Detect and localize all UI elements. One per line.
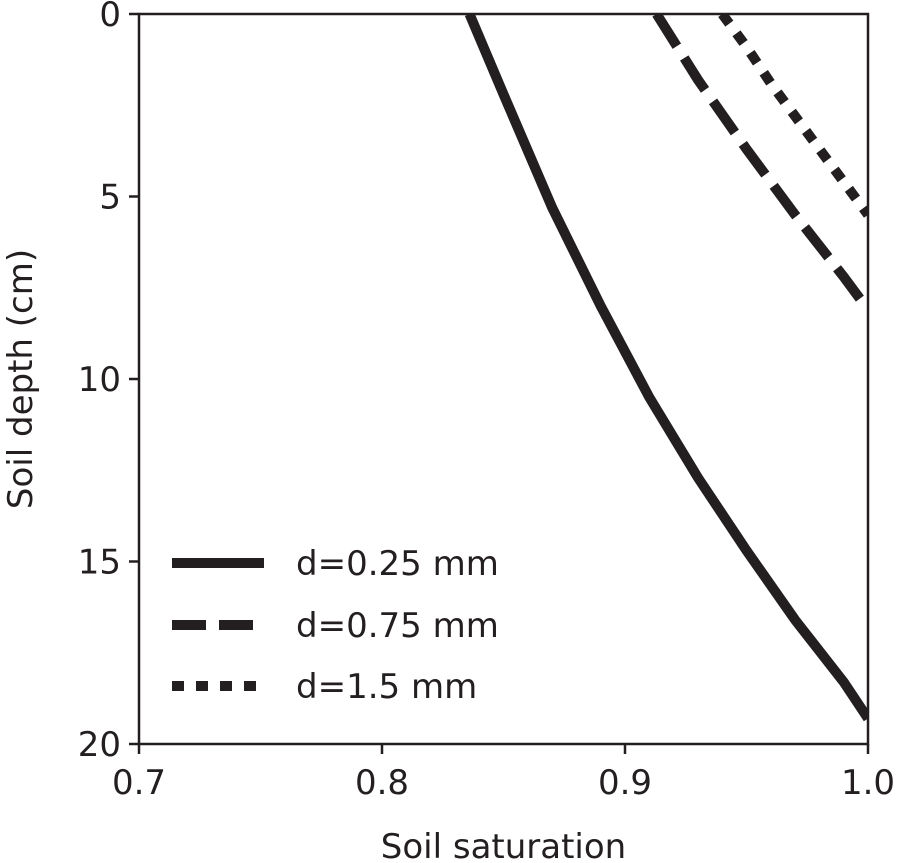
legend-label: d=0.75 mm [296, 606, 499, 646]
legend-label: d=1.5 mm [296, 667, 477, 707]
plot-frame [137, 12, 870, 746]
legend: d=0.25 mm d=0.75 mm d=1.5 mm [172, 544, 499, 707]
y-tick-label: 5 [99, 178, 121, 218]
legend-label: d=0.25 mm [296, 544, 499, 584]
y-axis-label: Soil depth (cm) [1, 249, 41, 509]
y-tick-label: 10 [78, 360, 121, 400]
x-axis-label: Soil saturation [381, 827, 626, 863]
y-tick-label: 20 [78, 725, 121, 765]
x-tick-label: 0.9 [598, 763, 652, 803]
y-tick-label: 15 [78, 543, 121, 583]
series-line-d-1-5-mm [718, 14, 868, 218]
series-line-d-0-25-mm [464, 14, 868, 722]
x-tick-label: 1.0 [841, 763, 895, 803]
x-axis-ticks: 0.7 0.8 0.9 1.0 [112, 744, 895, 803]
y-axis-ticks: 0 5 10 15 20 [78, 0, 139, 765]
y-tick-label: 0 [99, 0, 121, 35]
x-tick-label: 0.8 [355, 763, 409, 803]
series-lines [464, 14, 868, 722]
x-tick-label: 0.7 [112, 763, 166, 803]
series-line-d-0-75-mm [652, 14, 868, 313]
